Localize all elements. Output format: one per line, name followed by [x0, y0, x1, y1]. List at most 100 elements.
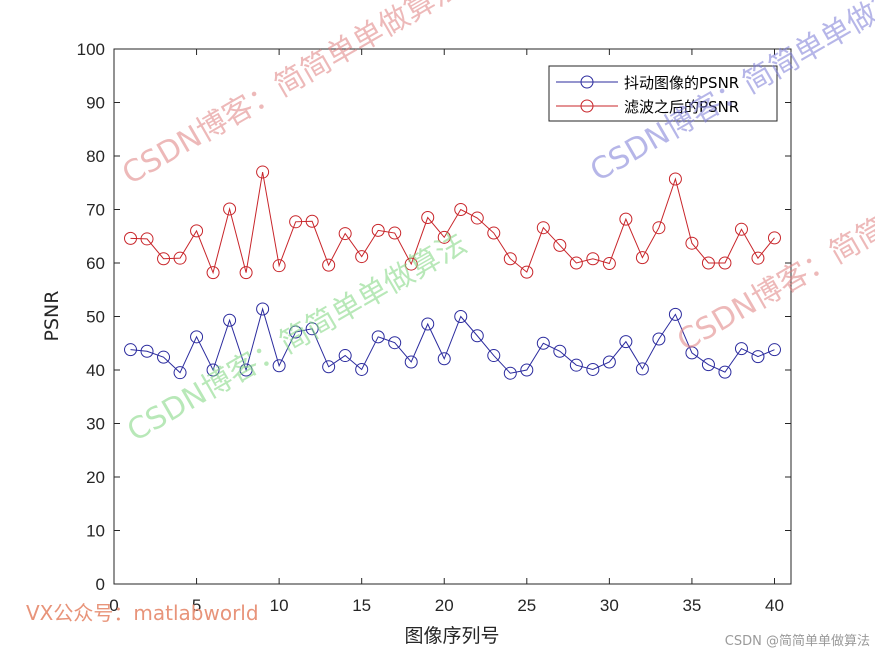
legend: 抖动图像的PSNR 滤波之后的PSNR	[548, 65, 778, 122]
x-tick-label: 35	[682, 596, 701, 615]
series-1-point	[190, 330, 204, 344]
y-tick-label: 90	[86, 94, 105, 113]
series-2-point	[157, 252, 171, 266]
series-2-point	[371, 223, 385, 237]
series-1-point	[454, 310, 468, 323]
series-1-point	[767, 343, 781, 357]
series-2-point	[668, 172, 682, 186]
series-1-point	[586, 362, 600, 376]
series-1-point	[536, 336, 550, 350]
series-1-point	[239, 363, 253, 377]
series-line-1	[130, 307, 775, 374]
series-2-point	[470, 211, 484, 225]
series-2-point	[734, 222, 748, 236]
y-tick-label: 40	[86, 361, 105, 380]
series-1-point	[718, 365, 732, 379]
series-2-point	[487, 226, 501, 240]
x-tick-label: 5	[192, 596, 201, 615]
series-1-point	[619, 335, 633, 349]
series-2-point	[602, 257, 616, 271]
series-1-point	[734, 342, 748, 356]
series-1-point	[223, 313, 237, 327]
y-tick-label: 100	[77, 40, 105, 59]
series-1-point	[173, 366, 187, 380]
series-1-point	[635, 362, 649, 376]
legend-marker-series-1	[580, 75, 594, 89]
series-1-point	[272, 359, 286, 373]
series-2-point	[454, 203, 468, 216]
legend-marker-series-2	[580, 99, 594, 113]
x-tick-label: 25	[517, 596, 536, 615]
x-tick-label: 0	[109, 596, 118, 615]
series-1-point	[569, 358, 583, 372]
y-tick-label: 20	[86, 468, 105, 487]
series-2-point	[421, 211, 435, 225]
series-1-point	[520, 363, 534, 377]
series-2-point	[635, 251, 649, 265]
series-1-point	[685, 346, 699, 360]
legend-label-series-1: 抖动图像的PSNR	[624, 74, 739, 92]
series-1-point	[602, 355, 616, 369]
y-tick-label: 80	[86, 147, 105, 166]
series-1-point	[206, 363, 220, 377]
series-1-point	[124, 343, 138, 357]
x-tick-label: 15	[352, 596, 371, 615]
y-tick-label: 10	[86, 522, 105, 541]
series-2-point	[256, 165, 270, 179]
series-2-point	[355, 250, 369, 264]
x-tick-label: 10	[270, 596, 289, 615]
series-2-point	[173, 251, 187, 265]
x-tick-label: 30	[600, 596, 619, 615]
series-2-point	[619, 212, 633, 226]
series-2-point	[404, 257, 418, 271]
series-1-point	[404, 355, 418, 369]
y-axis-label: PSNR	[41, 291, 63, 342]
series-2-point	[520, 265, 534, 279]
series-2-point	[718, 256, 732, 270]
watermark-vx: VX公众号：matlabworld	[26, 601, 259, 625]
series-1-point	[652, 332, 666, 346]
x-axis-label: 图像序列号	[404, 625, 499, 647]
series-1-point	[140, 344, 154, 358]
series-2-point	[223, 202, 237, 216]
series-2-point	[536, 221, 550, 235]
series-2-point	[338, 227, 352, 241]
series-2-point	[751, 251, 765, 265]
series-1-point	[371, 330, 385, 344]
y-tick-label: 60	[86, 254, 105, 273]
y-tick-label: 70	[86, 201, 105, 220]
series-1-point	[668, 307, 682, 321]
y-tick-label: 0	[96, 575, 105, 594]
series-1-point	[503, 366, 517, 380]
series-2-point	[652, 221, 666, 235]
series-1-point	[751, 350, 765, 364]
series-1-point	[157, 350, 171, 364]
series-2-point	[685, 236, 699, 250]
series-2-point	[569, 256, 583, 270]
series-2-point	[206, 266, 220, 280]
series-line-2	[130, 171, 775, 275]
series-2-point	[553, 238, 567, 252]
series-2-point	[190, 224, 204, 238]
series-2-point	[322, 258, 336, 272]
series-1-point	[355, 362, 369, 376]
series-2-point	[140, 232, 154, 246]
series-2-point	[503, 252, 517, 266]
series-1-point	[701, 358, 715, 372]
x-tick-label: 40	[765, 596, 784, 615]
series-2-point	[239, 266, 253, 280]
series-2-point	[437, 230, 451, 244]
plot-area	[114, 49, 791, 584]
series-2-point	[586, 252, 600, 266]
series-1-point	[553, 344, 567, 358]
watermark-footer: CSDN @简简单单做算法	[725, 633, 870, 649]
series-1-point	[289, 325, 303, 339]
series-1-point	[256, 302, 270, 316]
series-1-point	[338, 349, 352, 363]
series-1-point	[487, 349, 501, 363]
series-1-point	[322, 360, 336, 374]
series-1-point	[470, 329, 484, 343]
series-2-point	[124, 231, 138, 245]
plot-frame	[113, 48, 792, 585]
